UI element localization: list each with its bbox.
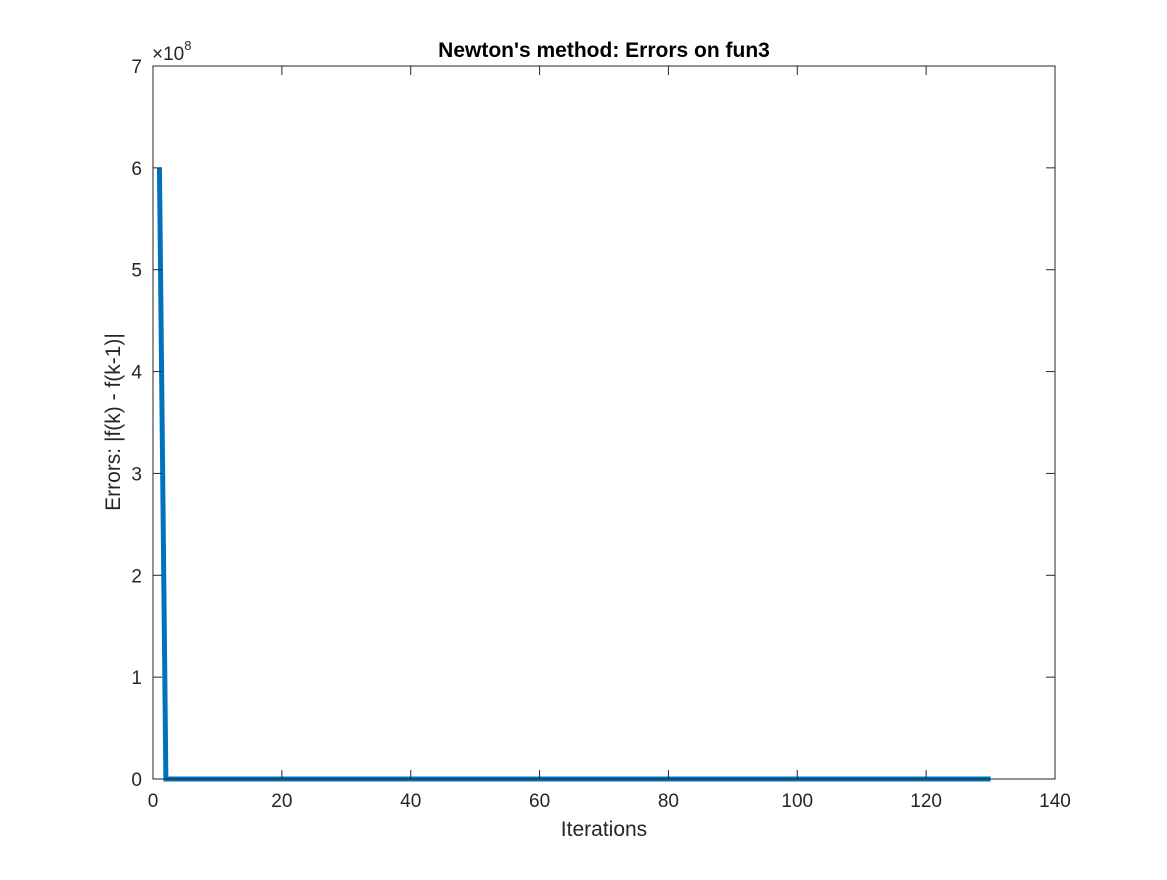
x-axis: 0 20 40 60 80 100 120 140 <box>148 66 1071 812</box>
y-tick-label: 3 <box>131 464 142 485</box>
x-tick-label: 60 <box>529 791 550 812</box>
x-tick-label: 140 <box>1039 791 1071 812</box>
plot-area <box>153 66 1055 779</box>
chart-title: Newton's method: Errors on fun3 <box>438 39 770 62</box>
axes-box <box>152 65 1056 780</box>
x-axis-title: Iterations <box>561 818 647 841</box>
y-tick-label: 7 <box>131 57 142 78</box>
y-exponent-base: ×10 <box>152 44 184 65</box>
y-tick-label: 6 <box>131 159 142 180</box>
x-tick-label: 40 <box>400 791 421 812</box>
x-tick-label: 100 <box>781 791 813 812</box>
x-tick-label: 80 <box>658 791 679 812</box>
y-exponent-label: ×108 <box>152 38 191 65</box>
x-tick-label: 20 <box>271 791 292 812</box>
y-tick-label: 2 <box>131 566 142 587</box>
y-axis: 0 1 2 3 4 5 6 7 <box>131 57 1055 791</box>
y-exponent-power: 8 <box>184 38 191 53</box>
x-tick-label: 0 <box>148 791 159 812</box>
y-tick-label: 5 <box>131 261 142 282</box>
y-tick-label: 1 <box>131 668 142 689</box>
y-tick-label: 4 <box>131 363 142 384</box>
y-tick-label: 0 <box>131 770 142 791</box>
x-tick-label: 120 <box>910 791 942 812</box>
y-axis-title: Errors: |f(k) - f(k-1)| <box>102 333 125 511</box>
